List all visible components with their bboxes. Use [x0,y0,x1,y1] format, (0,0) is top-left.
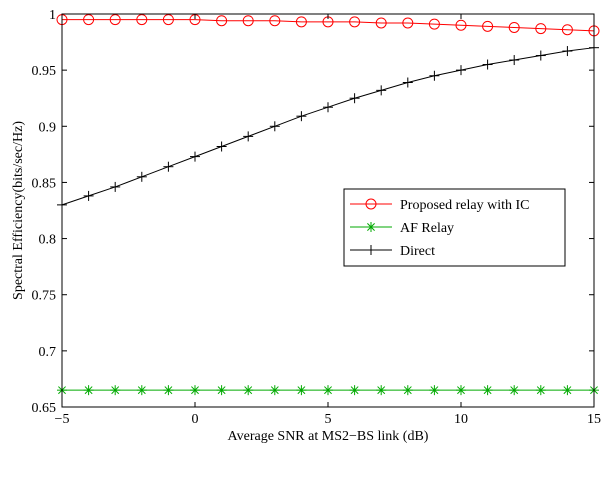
data-point-af-relay [323,385,333,396]
data-point-proposed-relay-with-ic [561,24,573,36]
data-point-af-relay [216,385,227,396]
data-point-direct [562,46,573,57]
data-point-proposed-relay-with-ic [349,16,361,28]
series-line-proposed-relay-with-ic [62,19,595,32]
y-tick-label: 0.9 [39,120,57,135]
data-point-af-relay [562,385,573,396]
y-tick-label: 0.7 [39,345,57,360]
data-point-proposed-relay-with-ic [269,15,281,27]
data-point-direct [163,161,174,172]
data-point-af-relay [535,385,546,396]
series-proposed-relay-with-ic [56,14,600,37]
x-tick-label: 10 [454,412,468,427]
x-tick-label: 0 [192,412,199,427]
data-point-direct [83,190,94,201]
data-point-af-relay [136,385,147,396]
y-axis-title: Spectral Efficiency(bits/sec/Hz) [11,121,26,300]
data-point-direct [482,59,493,70]
data-point-direct [216,141,227,152]
data-point-af-relay [509,385,520,396]
data-point-proposed-relay-with-ic [216,15,228,27]
data-point-proposed-relay-with-ic [508,21,520,33]
legend-label: Proposed relay with IC [400,198,529,213]
data-point-af-relay [296,385,307,396]
data-point-direct [269,121,280,132]
data-point-af-relay [269,385,280,396]
data-point-proposed-relay-with-ic [428,18,440,30]
data-point-direct [190,151,200,162]
data-point-direct [349,93,360,104]
legend-marker [365,198,377,210]
legend-label: Direct [400,244,435,259]
data-point-direct [110,181,121,192]
legend-item-proposed-relay-with-ic: Proposed relay with IC [350,198,529,213]
legend-label: AF Relay [400,221,454,236]
data-point-proposed-relay-with-ic [242,15,254,27]
data-point-direct [402,77,413,88]
x-tick-label: 15 [587,412,601,427]
series-direct [57,42,599,210]
data-point-proposed-relay-with-ic [402,17,414,29]
data-point-direct [456,65,466,76]
data-point-af-relay [163,385,174,396]
data-point-af-relay [83,385,94,396]
data-point-af-relay [190,385,200,396]
data-point-direct [296,111,307,122]
x-tick-label: 5 [325,412,332,427]
data-point-af-relay [349,385,360,396]
data-point-proposed-relay-with-ic [295,16,307,28]
legend-marker [366,245,376,255]
series-af-relay [57,385,599,396]
data-point-proposed-relay-with-ic [162,14,174,26]
data-point-af-relay [429,385,440,396]
data-point-proposed-relay-with-ic [109,14,121,26]
data-point-direct [136,171,147,182]
data-point-proposed-relay-with-ic [535,23,547,35]
x-tick-label: −5 [55,412,70,427]
axis-ticks: −5 0 5 10 15 0.65 0.7 0.75 0.8 0.85 0.9 0.95 1 [32,8,602,427]
data-point-proposed-relay-with-ic [482,20,494,32]
data-point-af-relay [482,385,493,396]
data-point-direct [323,102,333,113]
data-point-af-relay [110,385,121,396]
y-tick-label: 0.8 [39,233,57,248]
data-point-af-relay [243,385,254,396]
data-point-af-relay [376,385,387,396]
y-tick-label: 0.85 [32,176,57,191]
data-point-direct [535,50,546,61]
data-point-af-relay [456,385,466,396]
legend-item-af-relay: AF Relay [350,221,454,236]
data-point-af-relay [402,385,413,396]
data-point-direct [243,131,254,142]
y-tick-label: 0.95 [32,64,57,79]
data-point-proposed-relay-with-ic [83,14,95,26]
data-point-direct [376,85,387,96]
data-point-proposed-relay-with-ic [455,19,467,31]
data-point-proposed-relay-with-ic [136,14,148,26]
data-point-proposed-relay-with-ic [375,17,387,29]
data-point-direct [429,70,440,81]
data-point-direct [509,55,520,66]
y-tick-label: 0.65 [32,401,57,416]
y-tick-label: 0.75 [32,289,57,304]
legend: Proposed relay with IC AF Relay Direct [343,188,566,267]
legend-item-direct: Direct [350,244,435,259]
y-tick-label: 1 [49,8,56,23]
series-layer [56,14,600,396]
legend-marker [366,222,376,232]
x-axis-title: Average SNR at MS2−BS link (dB) [228,429,429,444]
